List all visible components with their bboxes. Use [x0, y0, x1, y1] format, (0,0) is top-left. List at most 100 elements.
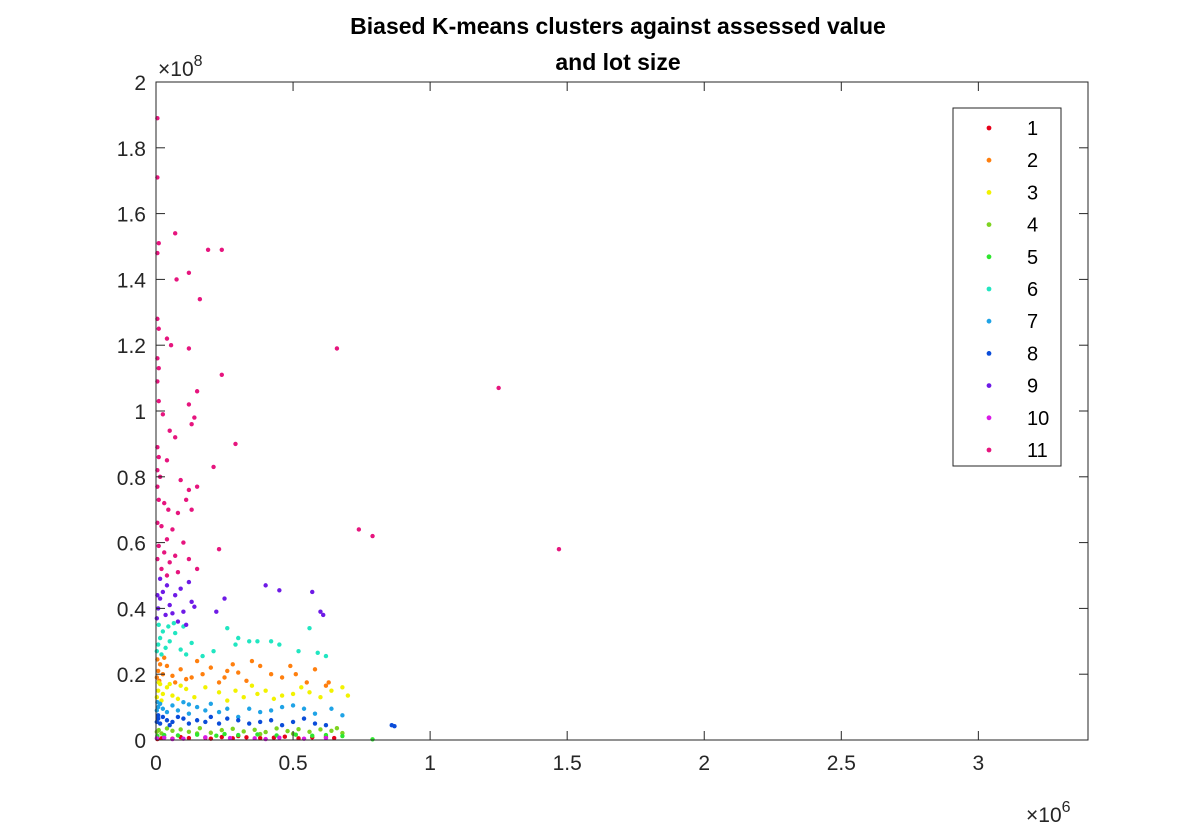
data-point: [290, 703, 296, 708]
legend-marker: [986, 157, 992, 163]
data-point: [181, 609, 186, 614]
data-point: [186, 721, 192, 726]
data-point: [225, 668, 230, 674]
data-point: [156, 497, 161, 503]
legend-marker: [986, 286, 992, 292]
data-point: [301, 706, 307, 711]
data-point: [157, 662, 163, 667]
data-point: [189, 640, 194, 646]
data-point: [496, 385, 501, 391]
y-tick-label: 0.2: [117, 664, 146, 687]
data-point: [172, 630, 178, 636]
data-point: [345, 693, 351, 698]
data-point: [268, 708, 274, 713]
data-point: [155, 668, 161, 674]
data-point: [293, 732, 298, 737]
series-6: [154, 621, 329, 659]
legend-item-11: 11: [986, 440, 1048, 462]
x-tick-label: 1: [424, 752, 436, 775]
data-point: [211, 648, 216, 654]
data-point: [219, 247, 224, 252]
legend-item-5: 5: [986, 247, 1038, 269]
data-point: [155, 716, 161, 721]
data-point: [189, 675, 194, 680]
data-point: [178, 477, 183, 483]
data-point: [162, 735, 167, 740]
data-point: [310, 733, 315, 738]
data-point: [233, 688, 238, 693]
data-point: [164, 663, 170, 669]
series-8: [154, 713, 397, 729]
y-axis-exponent: ×108: [158, 53, 203, 81]
data-point: [154, 648, 160, 654]
series-3: [154, 680, 351, 703]
data-point: [203, 708, 208, 713]
data-point: [257, 663, 263, 669]
data-point: [164, 336, 170, 341]
x-tick-label: 2: [698, 752, 710, 775]
data-point: [189, 599, 194, 605]
data-point: [186, 556, 192, 562]
data-point: [392, 723, 397, 729]
data-point: [157, 721, 163, 726]
data-point: [159, 566, 164, 572]
data-point: [312, 721, 318, 726]
y-tick-label: 1.6: [117, 204, 146, 227]
x-exponent-base: ×10: [1026, 804, 1062, 827]
series-11: [155, 115, 562, 578]
data-point: [301, 716, 307, 721]
data-point: [157, 596, 163, 601]
y-tick-label: 0.8: [117, 467, 146, 490]
series-4: [154, 725, 345, 737]
data-point: [170, 719, 175, 725]
data-point: [186, 735, 192, 741]
data-point: [186, 346, 192, 351]
legend-item-6: 6: [986, 279, 1038, 301]
data-point: [167, 639, 172, 644]
data-point: [192, 415, 197, 420]
data-point: [186, 729, 192, 734]
data-point: [166, 507, 171, 512]
data-point: [155, 688, 161, 693]
data-point: [556, 546, 562, 552]
data-point: [186, 702, 192, 707]
data-point: [181, 716, 186, 721]
data-point: [321, 612, 326, 618]
data-point: [197, 725, 203, 731]
legend-marker: [986, 415, 992, 421]
y-tick-label: 0: [134, 730, 146, 753]
legend-label: 5: [1027, 247, 1038, 269]
data-point: [230, 662, 235, 667]
data-point: [159, 523, 164, 529]
data-point: [200, 653, 205, 659]
data-point: [285, 728, 290, 734]
data-point: [247, 639, 252, 644]
data-point: [244, 678, 249, 683]
data-point: [236, 732, 241, 738]
data-point: [323, 683, 329, 688]
y-tick-label: 2: [134, 72, 146, 95]
data-point: [236, 714, 241, 720]
data-point: [160, 589, 166, 595]
data-point: [230, 726, 235, 732]
data-point: [271, 696, 277, 702]
data-point: [160, 629, 166, 634]
data-point: [203, 685, 208, 690]
data-point: [164, 458, 170, 463]
legend: 1 2 3 4 5 6 7 8 9 10 11: [952, 107, 1062, 467]
data-point: [329, 728, 334, 733]
data-point: [163, 645, 168, 651]
data-point: [162, 500, 167, 506]
data-point: [222, 731, 227, 737]
series-2: [154, 655, 331, 688]
y-axis: 0 0.2 0.4 0.6 0.8 1 1.2 1.4 1.6 1.8 2: [117, 72, 1088, 753]
legend-item-4: 4: [986, 215, 1038, 237]
data-point: [268, 672, 274, 677]
data-point: [334, 725, 340, 731]
data-point: [247, 721, 252, 726]
data-point: [263, 583, 268, 588]
data-point: [167, 681, 172, 687]
data-point: [175, 733, 181, 738]
data-point: [296, 648, 301, 654]
data-point: [290, 691, 296, 697]
